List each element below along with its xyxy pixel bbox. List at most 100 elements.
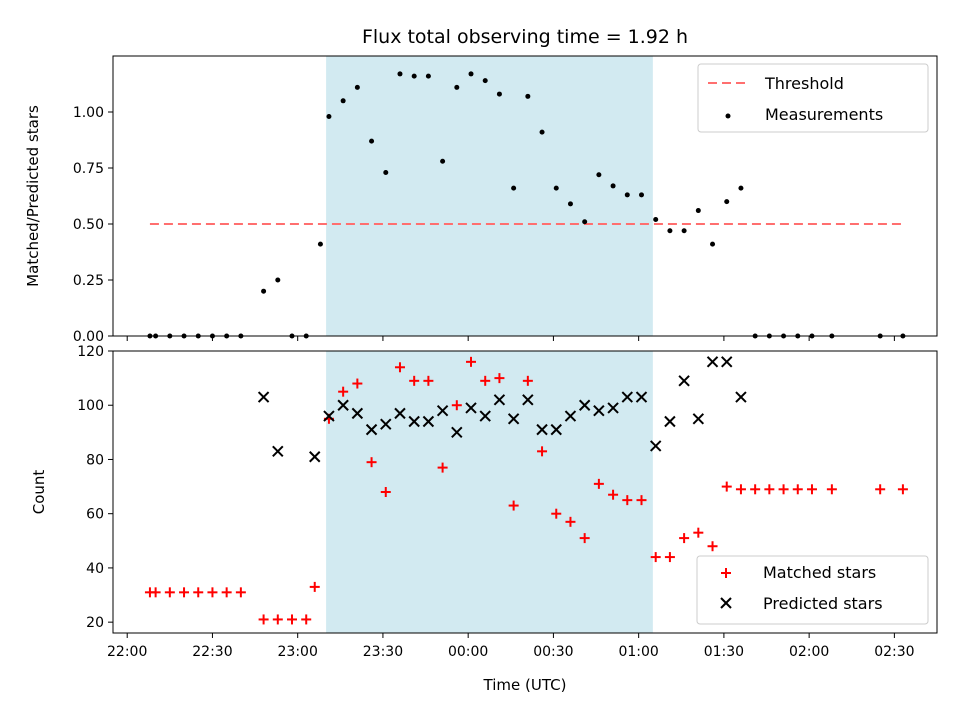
- matched-star-point: [693, 527, 704, 538]
- matched-star-point: [423, 375, 434, 386]
- matched-star-point: [193, 587, 204, 598]
- measurement-point: [482, 78, 488, 84]
- predicted-star-point: [272, 445, 284, 458]
- x-tick-label: 22:00: [107, 644, 147, 660]
- measurement-point: [496, 91, 502, 97]
- bottom-observing-span: [326, 351, 653, 633]
- top-plot-frame: [112, 55, 938, 337]
- measurement-point: [440, 158, 446, 164]
- bottom-y-axis-label: Count: [30, 470, 48, 515]
- measurement-point: [525, 93, 531, 99]
- matched-star-point: [565, 516, 576, 527]
- x-tick-label: 23:00: [278, 644, 318, 660]
- matched-star-point: [897, 484, 908, 495]
- predicted-star-point: [664, 415, 676, 428]
- measurement-point: [326, 113, 332, 119]
- predicted-star-point: [408, 415, 420, 428]
- measurement-point: [567, 201, 573, 207]
- measurement-point: [539, 129, 545, 135]
- matched-star-point: [235, 587, 246, 598]
- bottom-legend-box: [696, 555, 929, 625]
- matched-star-point: [826, 484, 837, 495]
- predicted-star-point: [323, 410, 335, 422]
- top-legend-box: [697, 63, 929, 133]
- predicted-star-point: [550, 423, 562, 436]
- x-tick-label: 02:00: [789, 644, 829, 660]
- matched-star-point: [287, 614, 298, 625]
- legend-matched-label: Matched stars: [763, 563, 876, 582]
- matched-star-point: [164, 587, 175, 598]
- matched-star-point: [522, 375, 533, 386]
- top-observing-span: [326, 56, 653, 336]
- matched-star-point: [380, 487, 391, 497]
- bottom-y-tick-label: 80: [86, 452, 104, 468]
- matched-star-point: [735, 484, 746, 495]
- predicted-star-point: [394, 407, 406, 420]
- matched-star-point: [579, 533, 590, 544]
- predicted-star-point: [436, 404, 449, 417]
- predicted-star-point: [706, 356, 719, 368]
- x-tick-label: 23:30: [363, 644, 403, 660]
- matched-star-point: [636, 495, 647, 506]
- top-y-tick-label: 0.00: [73, 329, 104, 345]
- matched-star-point: [608, 489, 619, 500]
- matched-star-point: [437, 462, 448, 473]
- matched-star-point: [480, 375, 491, 386]
- predicted-star-point: [479, 410, 491, 422]
- legend-predicted-label: Predicted stars: [763, 594, 883, 613]
- predicted-star-point: [635, 391, 648, 403]
- bottom-y-ticks: 20 40 60 80 100 120: [77, 344, 113, 631]
- measurement-point: [582, 219, 588, 225]
- matched-star-point: [366, 457, 377, 468]
- bottom-y-tick-label: 20: [86, 615, 104, 631]
- matched-star-point: [778, 484, 789, 495]
- top-y-axis-label: Matched/Predicted stars: [24, 105, 42, 287]
- top-panel: 0.00 0.25 0.50 0.75 1.00 Matched/Predicted s…: [24, 55, 938, 345]
- measurement-point: [710, 241, 716, 247]
- matched-star-point: [409, 375, 420, 386]
- matched-star-point: [301, 614, 312, 625]
- predicted-star-point: [507, 413, 520, 425]
- matched-star-point: [721, 481, 732, 492]
- measurement-point: [653, 217, 659, 223]
- matched-star-point: [551, 508, 562, 519]
- top-y-tick-label: 1.00: [73, 105, 104, 121]
- bottom-panel: 20 40 60 80 100 120 22:00 22:30 23:00 23:30 00:00…: [30, 344, 938, 694]
- predicted-star-point: [365, 423, 378, 436]
- measurement-point: [411, 73, 417, 79]
- measurement-point: [383, 169, 389, 175]
- measurement-point: [261, 288, 267, 294]
- matched-star-point: [792, 484, 803, 495]
- matched-star-point: [466, 356, 477, 367]
- predicted-star-point: [493, 394, 506, 406]
- matched-star-point: [707, 541, 718, 552]
- measurement-point: [738, 185, 744, 191]
- top-y-tick-label: 0.50: [73, 217, 104, 233]
- matched-star-point: [352, 378, 363, 389]
- measurement-point: [354, 84, 360, 90]
- matched-star-point: [338, 386, 349, 397]
- predicted-star-point: [536, 423, 548, 436]
- matched-star-point: [593, 478, 604, 489]
- predicted-star-point: [735, 391, 747, 403]
- matched-star-point: [750, 484, 761, 495]
- predicted-star-point: [351, 407, 364, 420]
- predicted-star-point: [422, 415, 435, 428]
- measurement-point: [596, 172, 602, 178]
- measurement-point: [369, 138, 375, 144]
- legend-matched-swatch: [721, 568, 731, 578]
- matched-star-point: [537, 446, 548, 457]
- predicted-star-point: [607, 402, 619, 414]
- legend-threshold-label: Threshold: [764, 74, 844, 93]
- top-y-tick-label: 0.25: [73, 273, 104, 289]
- bottom-y-tick-label: 60: [86, 507, 104, 523]
- x-tick-label: 02:30: [874, 644, 914, 660]
- matched-star-point: [679, 533, 690, 544]
- matched-star-point: [394, 362, 405, 373]
- matched-star-point: [258, 614, 269, 625]
- x-tick-label: 01:30: [704, 644, 744, 660]
- predicted-star-point: [678, 375, 690, 387]
- matched-star-point: [272, 614, 283, 625]
- predicted-star-points: [257, 356, 747, 463]
